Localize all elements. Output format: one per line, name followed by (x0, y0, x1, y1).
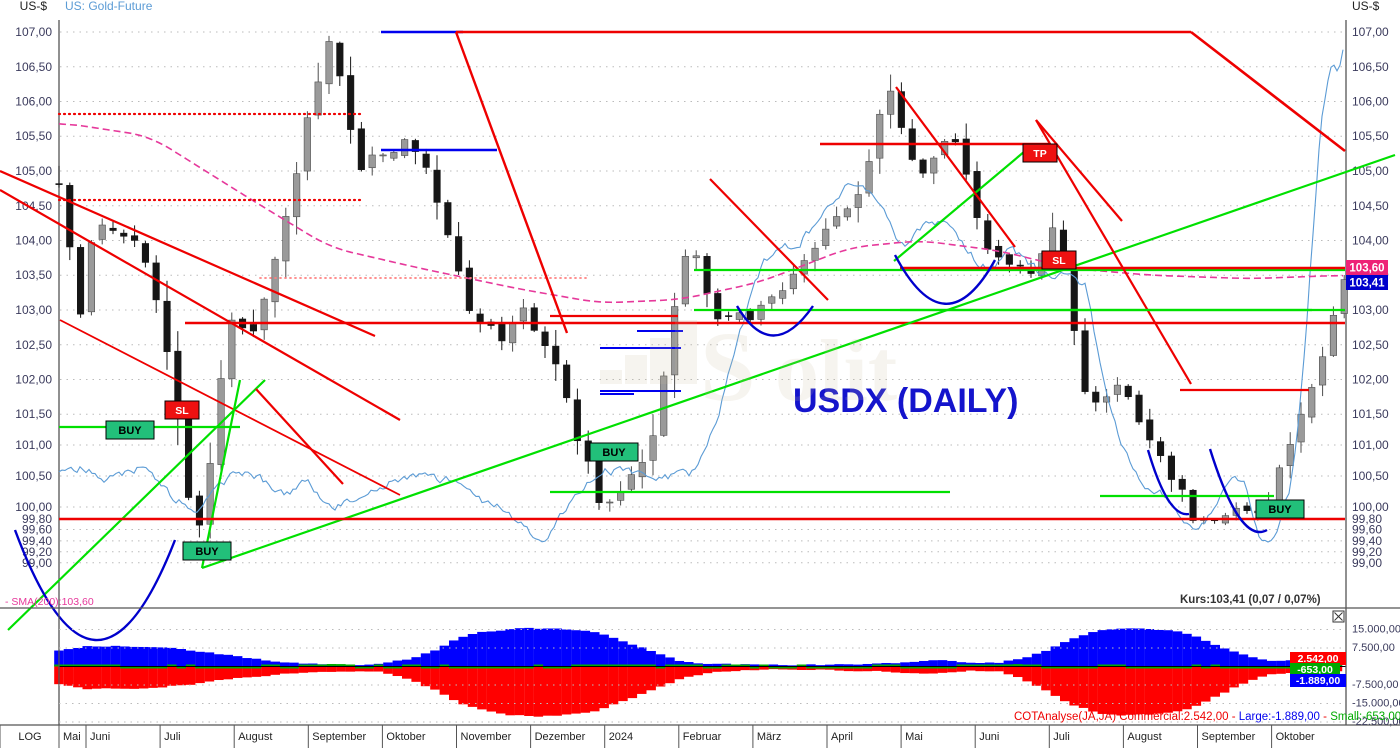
svg-text:105,50: 105,50 (15, 129, 52, 143)
svg-text:103,41: 103,41 (1349, 278, 1385, 290)
svg-text:-7.500,00: -7.500,00 (1352, 679, 1398, 691)
svg-text:107,00: 107,00 (15, 25, 52, 39)
svg-text:Kurs:103,41 (0,07 / 0,07%): Kurs:103,41 (0,07 / 0,07%) (1180, 594, 1321, 606)
svg-text:101,50: 101,50 (15, 407, 52, 421)
svg-text:September: September (1202, 731, 1256, 743)
svg-text:106,50: 106,50 (15, 60, 52, 74)
svg-text:olit: olit (775, 323, 897, 420)
svg-text:BUY: BUY (195, 546, 219, 558)
svg-text:100,50: 100,50 (1352, 469, 1389, 483)
svg-text:April: April (831, 731, 853, 743)
svg-text:BUY: BUY (1268, 504, 1292, 516)
svg-text:Oktober: Oktober (386, 731, 425, 743)
svg-text:102,00: 102,00 (1352, 373, 1389, 387)
svg-text:SL: SL (175, 405, 189, 417)
svg-text:105,00: 105,00 (1352, 164, 1389, 178)
svg-text:2024: 2024 (609, 731, 633, 743)
svg-text:US-$: US-$ (20, 0, 48, 13)
svg-text:August: August (238, 731, 272, 743)
svg-text:101,50: 101,50 (1352, 407, 1389, 421)
svg-text:15.000,00: 15.000,00 (1352, 624, 1400, 636)
svg-text:102,00: 102,00 (15, 373, 52, 387)
svg-text:101,00: 101,00 (1352, 438, 1389, 452)
svg-text:Mai: Mai (905, 731, 923, 743)
svg-text:101,00: 101,00 (15, 438, 52, 452)
svg-text:106,00: 106,00 (1352, 95, 1389, 109)
svg-text:103,00: 103,00 (1352, 303, 1389, 317)
svg-text:Juni: Juni (90, 731, 110, 743)
svg-text:103,50: 103,50 (15, 268, 52, 282)
svg-text:103,00: 103,00 (15, 303, 52, 317)
svg-text:TP: TP (1033, 148, 1046, 160)
svg-text:Dezember: Dezember (535, 731, 586, 743)
svg-text:102,50: 102,50 (1352, 338, 1389, 352)
svg-text:105,50: 105,50 (1352, 129, 1389, 143)
svg-text:Februar: Februar (683, 731, 722, 743)
svg-text:S: S (700, 311, 756, 422)
svg-text:US: Gold-Future: US: Gold-Future (65, 0, 153, 13)
svg-text:100,50: 100,50 (15, 469, 52, 483)
svg-text:- SMA(200):103,60: - SMA(200):103,60 (5, 596, 94, 608)
svg-text:102,50: 102,50 (15, 338, 52, 352)
svg-text:104,00: 104,00 (15, 234, 52, 248)
svg-text:106,00: 106,00 (15, 95, 52, 109)
svg-text:Juni: Juni (979, 731, 999, 743)
svg-text:September: September (312, 731, 366, 743)
svg-text:104,00: 104,00 (1352, 234, 1389, 248)
svg-text:BUY: BUY (602, 447, 626, 459)
svg-text:103,60: 103,60 (1349, 263, 1384, 275)
svg-text:7.500,00: 7.500,00 (1352, 642, 1395, 654)
svg-text:106,50: 106,50 (1352, 60, 1389, 74)
svg-text:-1.889,00: -1.889,00 (1296, 675, 1341, 687)
svg-text:-15.000,00: -15.000,00 (1352, 698, 1400, 710)
svg-text:November: November (461, 731, 512, 743)
svg-text:Juli: Juli (164, 731, 181, 743)
svg-text:SL: SL (1052, 255, 1066, 267)
svg-text:99,00: 99,00 (1352, 556, 1382, 570)
svg-text:105,00: 105,00 (15, 164, 52, 178)
svg-text:Juli: Juli (1053, 731, 1070, 743)
svg-text:COTAnalyse(JA,JA) Commercial:2: COTAnalyse(JA,JA) Commercial:2.542,00 - … (1014, 711, 1400, 723)
svg-text:104,50: 104,50 (1352, 199, 1389, 213)
svg-text:August: August (1127, 731, 1161, 743)
svg-text:BUY: BUY (118, 425, 142, 437)
svg-text:107,00: 107,00 (1352, 25, 1389, 39)
svg-text:Mai: Mai (63, 731, 81, 743)
svg-text:LOG: LOG (18, 731, 41, 743)
svg-text:Oktober: Oktober (1276, 731, 1315, 743)
svg-text:März: März (757, 731, 781, 743)
svg-text:US-$: US-$ (1352, 0, 1380, 13)
